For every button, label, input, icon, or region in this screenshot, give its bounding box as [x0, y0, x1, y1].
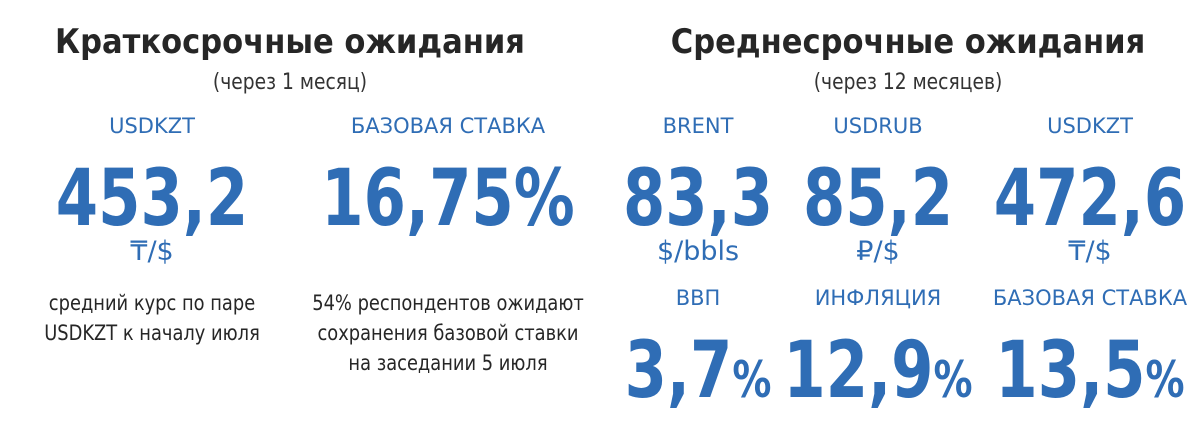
note-line: USDKZT к началу июля	[44, 321, 260, 345]
metric-value: 85,2	[803, 160, 953, 238]
value-number: 472,6	[993, 154, 1187, 244]
metric-label: ИНФЛЯЦИЯ	[814, 286, 942, 310]
note-line: сохранения базовой ставки	[317, 321, 579, 345]
metric-unit: ₸/$	[1068, 236, 1112, 267]
metric-label: USDKZT	[1047, 114, 1133, 138]
note-line: средний курс по паре	[48, 291, 256, 315]
value-suffix: %	[933, 351, 973, 409]
note-line: на заседании 5 июля	[348, 351, 548, 375]
metric-value: 453,2	[56, 160, 248, 238]
value-number: 3,7	[624, 326, 733, 416]
metric-label: ВВП	[675, 286, 721, 310]
value-suffix: %	[1145, 351, 1185, 409]
section-subtitle: (через 1 месяц)	[212, 70, 368, 95]
metric-value: 16,75%	[321, 160, 574, 238]
metric-value: 12,9%	[783, 332, 972, 410]
section-title: Краткосрочные ожидания	[55, 22, 525, 62]
section-title: Среднесрочные ожидания	[670, 22, 1146, 62]
metric-label: USDRUB	[833, 114, 923, 138]
value-number: 83,3	[622, 154, 774, 244]
metric-value: 13,5%	[995, 332, 1184, 410]
metric-label: USDKZT	[109, 114, 195, 138]
value-suffix: %	[732, 351, 772, 409]
metric-label: БАЗОВАЯ СТАВКА	[350, 114, 546, 138]
value-number: 13,5	[995, 326, 1146, 416]
metric-note: средний курс по паре USDKZT к началу июля	[44, 288, 260, 348]
metric-label: БАЗОВАЯ СТАВКА	[992, 286, 1188, 310]
value-number: 12,9	[783, 326, 934, 416]
value-number: 16,75%	[321, 154, 575, 244]
value-number: 453,2	[55, 154, 249, 244]
value-number: 85,2	[802, 154, 954, 244]
metric-note: 54% респондентов ожидают сохранения базов…	[312, 288, 584, 378]
metric-value: 3,7%	[625, 332, 772, 410]
metric-value: 83,3	[623, 160, 773, 238]
metric-unit: ₽/$	[856, 236, 900, 267]
metric-value: 472,6	[994, 160, 1186, 238]
section-subtitle: (через 12 месяцев)	[813, 70, 1003, 95]
metric-unit: $/bbls	[656, 236, 740, 267]
metric-label: BRENT	[662, 114, 734, 138]
note-line: 54% респондентов ожидают	[312, 291, 584, 315]
metric-unit: ₸/$	[130, 236, 174, 267]
